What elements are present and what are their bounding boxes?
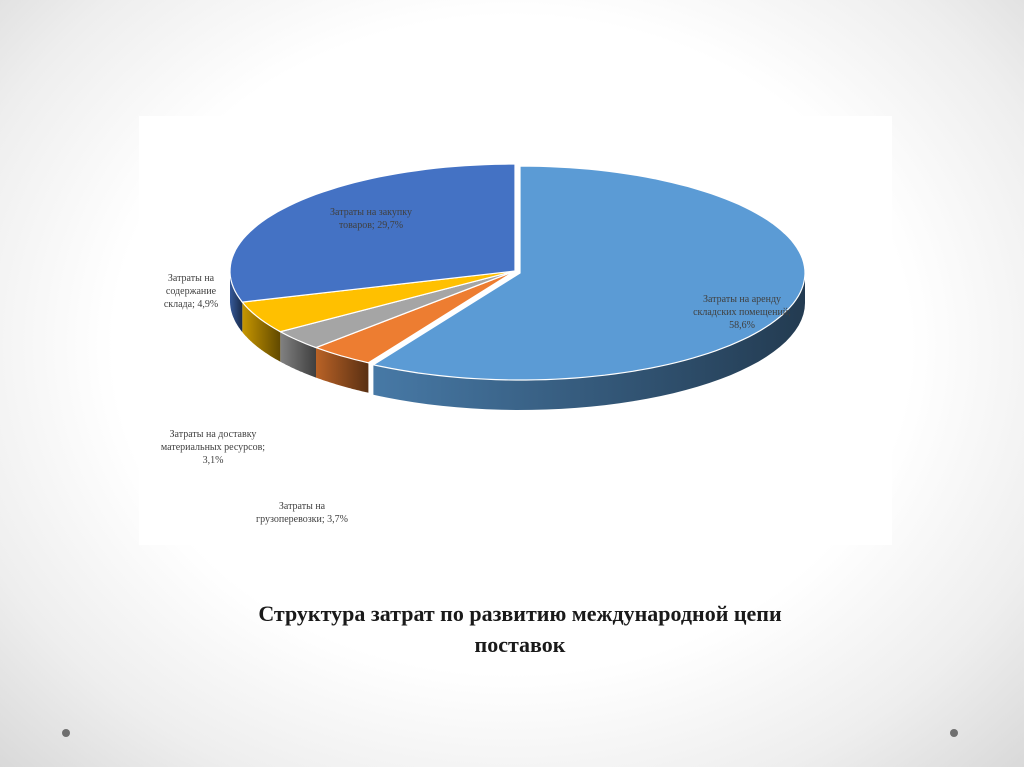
pie-slice-side-4 bbox=[242, 302, 281, 362]
slice-label-1: Затраты на аренду складских помещений; 58,… bbox=[693, 294, 791, 331]
slice-label-3: Затраты на доставку материальных ресурсов… bbox=[161, 429, 265, 466]
pie-slice-side-2 bbox=[316, 347, 369, 393]
slice-label-5: Затраты на закупку товаров; 29,7% bbox=[330, 207, 412, 231]
pie-chart: Затраты на аренду складских помещений; 58,… bbox=[139, 116, 892, 545]
pie-slice-side-3 bbox=[280, 331, 316, 378]
pie-slice-1 bbox=[371, 165, 806, 381]
bottom-right-dot bbox=[950, 729, 958, 737]
pie-slice-4 bbox=[241, 270, 516, 333]
pie-slice-3 bbox=[278, 270, 516, 349]
slide-caption: Структура затрат по развитию международн… bbox=[140, 598, 900, 660]
pie-slice-5 bbox=[229, 163, 516, 303]
caption-line-2: поставок bbox=[474, 632, 566, 657]
slice-label-2: Затраты на грузоперевозки; 3,7% bbox=[256, 501, 348, 525]
pie-slice-side-5 bbox=[230, 271, 243, 333]
slice-label-4: Затраты на содержание склада; 4,9% bbox=[164, 273, 218, 310]
pie-slice-side-1 bbox=[373, 273, 805, 410]
pie-slice-2 bbox=[314, 270, 516, 364]
pie-chart-svg: Затраты на аренду складских помещений; 58,… bbox=[161, 163, 806, 525]
bottom-left-dot bbox=[62, 729, 70, 737]
caption-line-1: Структура затрат по развитию международн… bbox=[258, 601, 782, 626]
